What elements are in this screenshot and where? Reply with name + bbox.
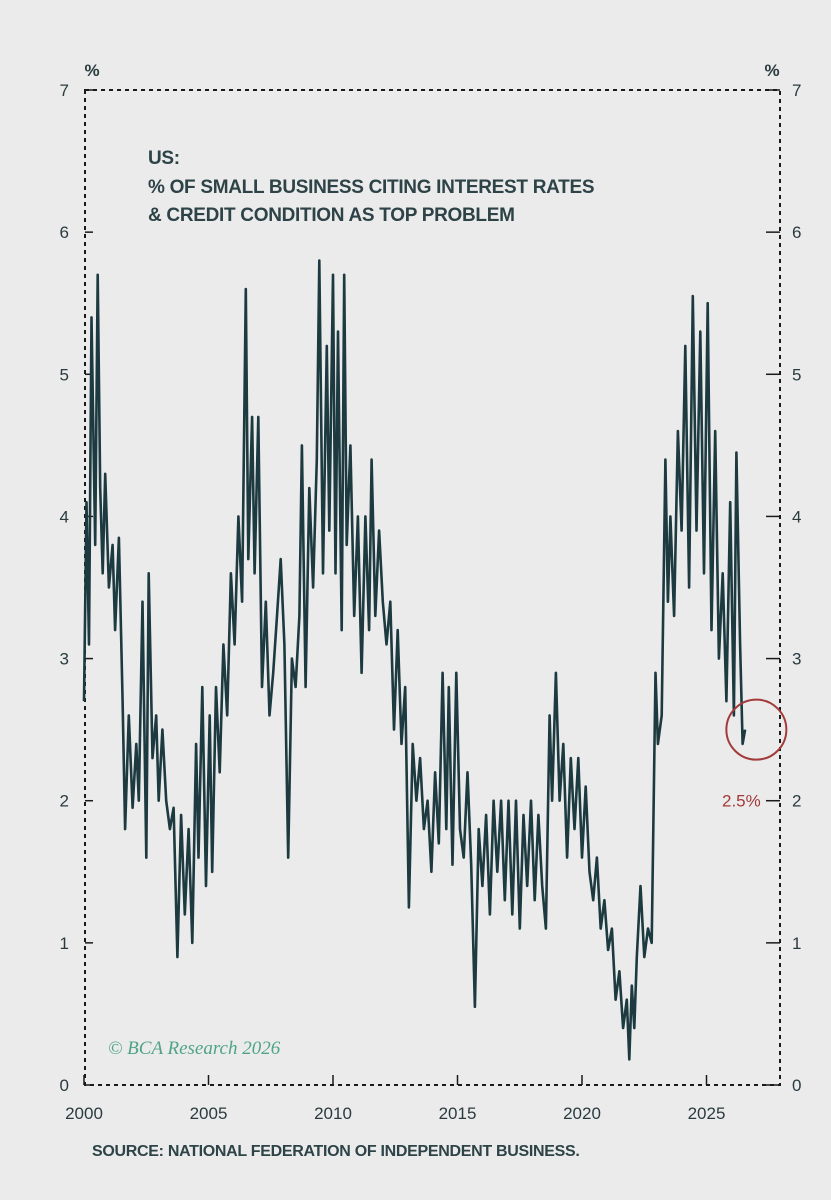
x-axis: 2000 2005 2010 2015 2020 2025 [65, 1075, 725, 1123]
right-unit-label: % [764, 61, 779, 80]
title-line-2: % OF SMALL BUSINESS CITING INTEREST RATE… [148, 177, 594, 198]
y-tick-label-left: 1 [60, 934, 69, 953]
y-tick-label-left: 6 [60, 223, 69, 242]
y-tick-label-right: 1 [792, 934, 801, 953]
x-tick-label: 2020 [563, 1104, 601, 1123]
watermark: © BCA Research 2026 [108, 1038, 281, 1059]
y-axis-right: 0 1 2 3 4 5 6 7 [766, 81, 801, 1095]
chart-title: US: % OF SMALL BUSINESS CITING INTEREST … [148, 148, 595, 226]
left-unit-label: % [84, 61, 99, 80]
y-tick-label-right: 5 [792, 365, 801, 384]
highlight-circle [725, 698, 788, 761]
y-tick-label-left: 7 [60, 81, 69, 100]
x-tick-label: 2015 [439, 1104, 477, 1123]
source-note: SOURCE: NATIONAL FEDERATION OF INDEPENDE… [92, 1143, 580, 1160]
y-tick-label-left: 2 [60, 792, 69, 811]
series-layer [82, 259, 747, 1061]
y-tick-label-right: 4 [792, 507, 801, 526]
x-tick-label: 2000 [65, 1104, 103, 1123]
x-tick-label: 2025 [688, 1104, 726, 1123]
y-tick-label-right: 2 [792, 792, 801, 811]
x-tick-label: 2010 [314, 1104, 352, 1123]
y-tick-label-right: 6 [792, 223, 801, 242]
y-tick-label-left: 3 [60, 650, 69, 669]
y-tick-label-left: 5 [60, 365, 69, 384]
series-line [82, 259, 747, 1061]
y-tick-label-right: 3 [792, 650, 801, 669]
y-tick-label-right: 0 [792, 1076, 801, 1095]
title-line-1: US: [148, 148, 180, 169]
x-tick-label: 2005 [190, 1104, 228, 1123]
y-tick-label-left: 0 [60, 1076, 69, 1095]
y-axis-left: 0 1 2 3 4 5 6 7 [60, 81, 93, 1095]
title-line-3: & CREDIT CONDITION AS TOP PROBLEM [148, 205, 515, 226]
y-tick-label-right: 7 [792, 81, 801, 100]
annotation-layer: 2.5% [722, 698, 788, 811]
y-tick-label-left: 4 [60, 507, 69, 526]
callout-label: 2.5% [722, 792, 761, 811]
